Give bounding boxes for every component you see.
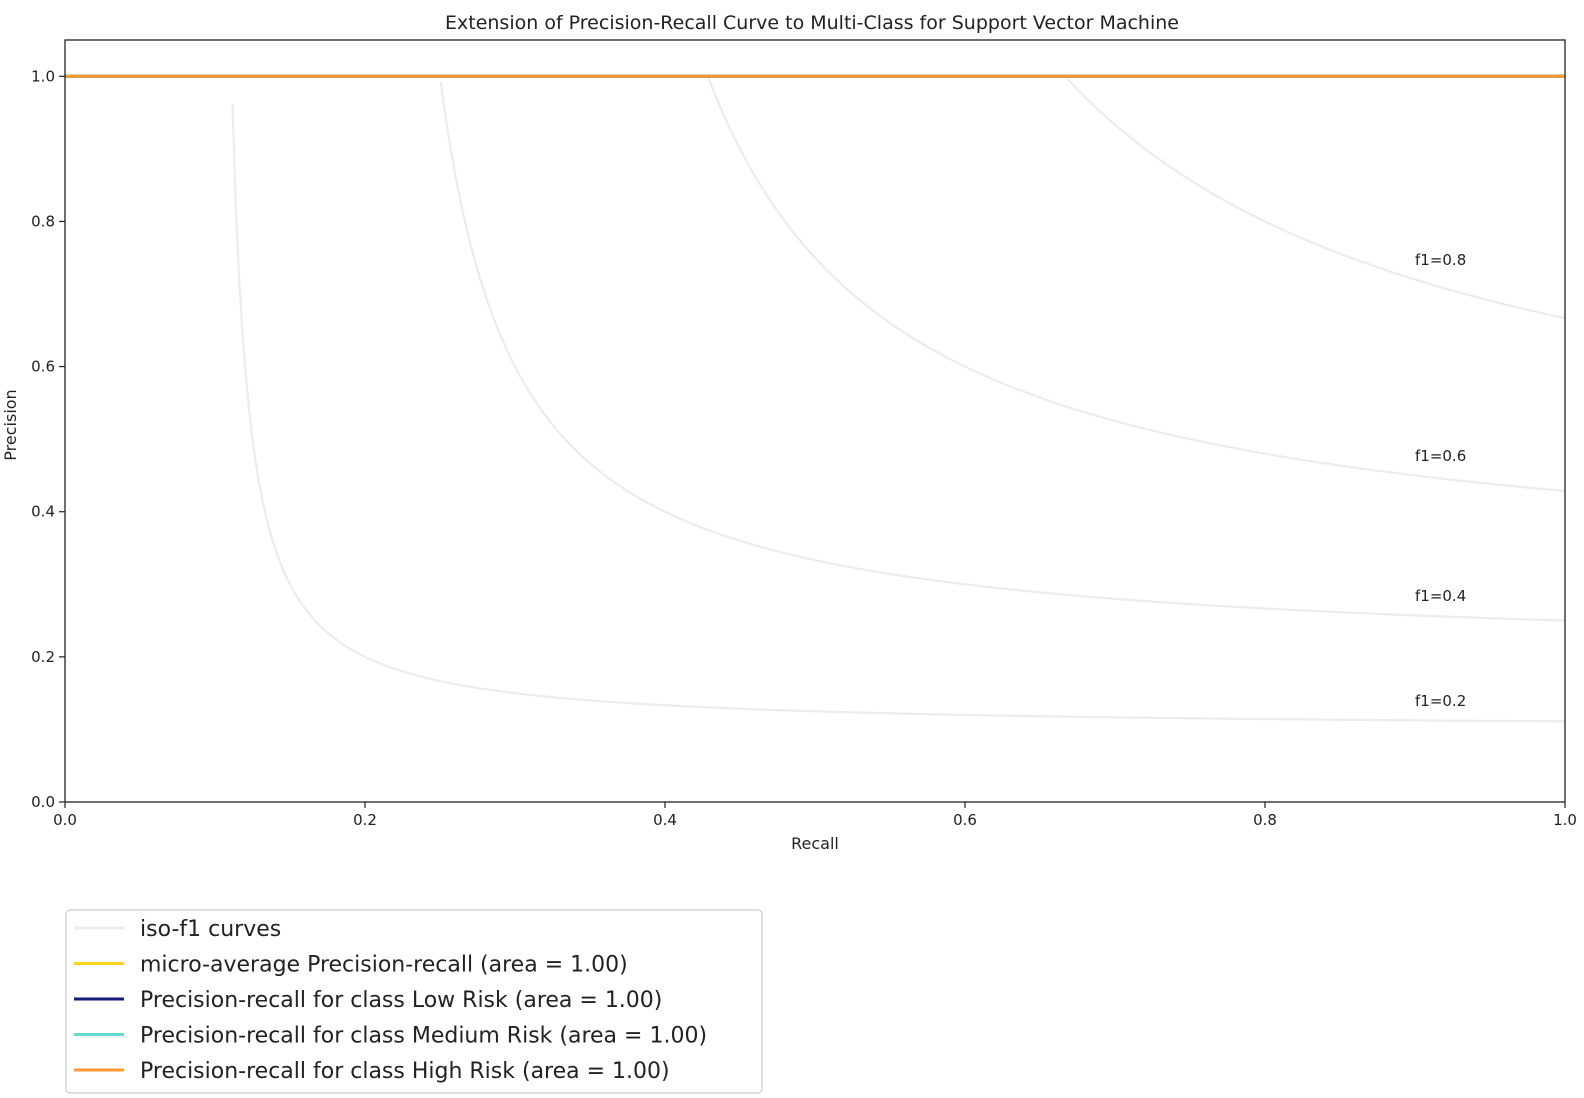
y-tick-label: 0.6 xyxy=(31,358,55,376)
iso-f1-curve xyxy=(707,77,1565,493)
y-axis-title: Precision xyxy=(1,389,20,460)
x-tick-label: 0.8 xyxy=(1253,811,1277,829)
x-tick-label: 0.0 xyxy=(53,811,77,829)
x-tick-label: 0.2 xyxy=(353,811,377,829)
x-axis-title: Recall xyxy=(791,834,839,853)
x-axis-ticks: 0.0 0.2 0.4 0.6 0.8 1.0 xyxy=(53,802,1577,829)
iso-f1-curve xyxy=(439,81,1565,622)
iso-f1-label: f1=0.8 xyxy=(1415,251,1466,269)
x-tick-label: 0.6 xyxy=(953,811,977,829)
legend-label: iso-f1 curves xyxy=(140,917,281,942)
y-axis-ticks: 0.0 0.2 0.4 0.6 0.8 1.0 xyxy=(31,67,65,811)
y-tick-label: 0.8 xyxy=(31,212,55,230)
iso-f1-label: f1=0.2 xyxy=(1415,692,1466,710)
legend-label: Precision-recall for class High Risk (ar… xyxy=(140,1059,670,1084)
iso-f1-curve xyxy=(1064,76,1565,320)
iso-f1-curves xyxy=(231,76,1565,723)
chart-title: Extension of Precision-Recall Curve to M… xyxy=(445,12,1179,34)
y-tick-label: 0.4 xyxy=(31,503,55,521)
y-tick-label: 1.0 xyxy=(31,67,55,85)
legend-label: micro-average Precision-recall (area = 1… xyxy=(140,953,628,978)
legend-box xyxy=(65,909,763,1094)
y-tick-label: 0.0 xyxy=(31,793,55,811)
iso-f1-label: f1=0.4 xyxy=(1415,587,1466,605)
x-tick-label: 0.4 xyxy=(653,811,677,829)
x-tick-label: 1.0 xyxy=(1553,811,1577,829)
legend-label: Precision-recall for class Medium Risk (… xyxy=(140,1024,707,1049)
plot-frame xyxy=(64,39,1566,803)
iso-f1-labels: f1=0.2 f1=0.4 f1=0.6 f1=0.8 xyxy=(1415,251,1466,710)
y-tick-label: 0.2 xyxy=(31,648,55,666)
legend: iso-f1 curves micro-average Precision-rec… xyxy=(65,909,763,1094)
iso-f1-label: f1=0.6 xyxy=(1415,447,1466,465)
iso-f1-curve xyxy=(231,104,1565,723)
legend-label: Precision-recall for class Low Risk (are… xyxy=(140,988,662,1013)
